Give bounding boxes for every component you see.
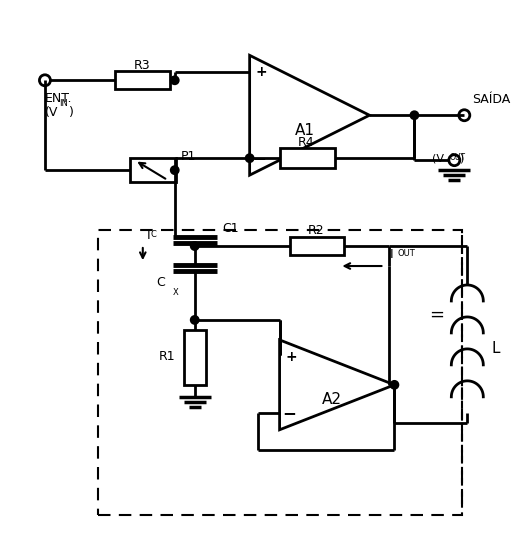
Text: C: C [151, 230, 157, 239]
Polygon shape [250, 56, 369, 175]
Circle shape [459, 110, 470, 121]
Text: (V: (V [45, 106, 58, 119]
Bar [115, 71, 170, 89]
Text: IN: IN [59, 99, 68, 108]
Circle shape [171, 77, 178, 84]
Text: SAÍDA: SAÍDA [472, 93, 511, 106]
Text: R1: R1 [159, 350, 176, 364]
Circle shape [449, 155, 460, 165]
Circle shape [191, 316, 198, 324]
Text: R4: R4 [298, 136, 315, 149]
Text: ): ) [69, 106, 74, 119]
Bar [98, 230, 462, 514]
Circle shape [171, 166, 178, 174]
Circle shape [411, 112, 418, 119]
Bar [184, 330, 206, 385]
Circle shape [391, 381, 398, 388]
Text: X: X [173, 288, 178, 297]
Text: ): ) [459, 153, 464, 163]
Text: −: − [253, 149, 267, 167]
Text: I: I [389, 248, 393, 260]
Circle shape [246, 155, 253, 162]
Polygon shape [280, 340, 395, 430]
Text: C: C [156, 276, 165, 290]
Bar [130, 158, 176, 182]
Text: R3: R3 [134, 59, 150, 72]
Text: A1: A1 [294, 123, 315, 138]
Text: ENT.: ENT. [45, 92, 72, 105]
Text: P1: P1 [181, 150, 196, 163]
Text: +: + [286, 350, 297, 364]
Text: OUT: OUT [397, 249, 415, 258]
Text: R2: R2 [308, 224, 325, 236]
Circle shape [40, 75, 50, 86]
Bar [290, 237, 344, 255]
Circle shape [191, 243, 198, 250]
Text: I: I [147, 229, 151, 241]
Text: =: = [430, 306, 445, 324]
Text: (V: (V [432, 153, 445, 163]
Text: +: + [256, 65, 267, 79]
Bar [280, 148, 334, 168]
Text: A2: A2 [321, 392, 342, 407]
Text: −: − [283, 404, 296, 422]
Text: OUT: OUT [449, 153, 465, 162]
Text: L: L [491, 341, 500, 356]
Text: C1: C1 [223, 221, 239, 235]
